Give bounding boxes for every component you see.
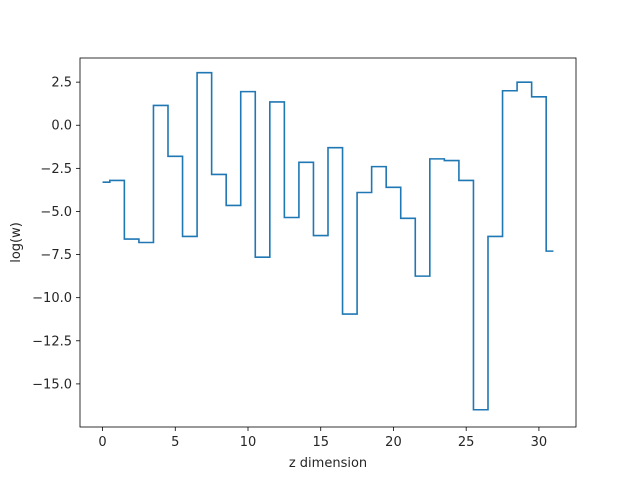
y-tick-label: −5.0 xyxy=(40,205,72,220)
x-axis-ticks: 0 5 10 15 20 25 30 xyxy=(98,427,547,450)
y-tick-label: −12.5 xyxy=(32,334,72,349)
series-line xyxy=(102,71,554,411)
x-tick-label: 5 xyxy=(171,435,179,450)
x-tick-label: 10 xyxy=(240,435,257,450)
x-axis-label: z dimension xyxy=(289,456,367,471)
x-tick-label: 25 xyxy=(458,435,475,450)
y-tick-label: −2.5 xyxy=(40,162,72,177)
y-tick-label: −15.0 xyxy=(32,377,72,392)
plot-area xyxy=(80,58,576,427)
y-tick-label: −10.0 xyxy=(32,291,72,306)
y-axis-ticks: 2.5 0.0 −2.5 −5.0 −7.5 −10.0 −12.5 −15.0 xyxy=(32,76,80,392)
x-tick-label: 20 xyxy=(385,435,402,450)
x-tick-label: 30 xyxy=(531,435,548,450)
y-tick-label: 0.0 xyxy=(51,119,72,134)
y-tick-label: −7.5 xyxy=(40,248,72,263)
y-axis-label: log(w) xyxy=(9,222,24,263)
x-tick-label: 15 xyxy=(312,435,329,450)
axes-frame xyxy=(79,57,577,428)
x-tick-label: 0 xyxy=(98,435,106,450)
y-tick-label: 2.5 xyxy=(51,76,72,91)
